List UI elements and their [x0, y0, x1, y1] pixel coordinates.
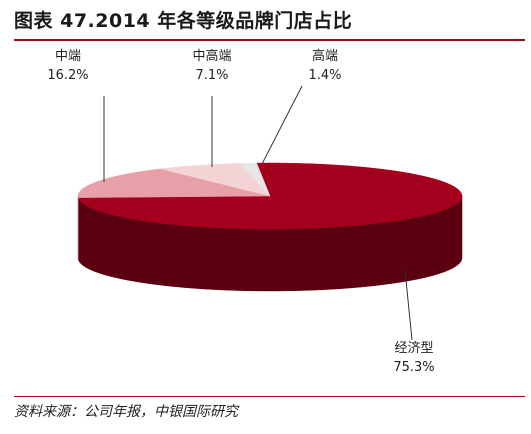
- slice-label-value: 1.4%: [308, 68, 341, 83]
- slice-label-value: 16.2%: [47, 68, 88, 83]
- leader-line-4: [261, 85, 303, 165]
- leader-line-1: [404, 269, 413, 341]
- title-rule: [14, 39, 525, 41]
- pie-slice-2: [77, 168, 271, 198]
- slice-label-name: 中端: [55, 49, 81, 64]
- source-note: 资料来源：公司年报，中银国际研究: [14, 404, 238, 420]
- slice-label-name: 中高端: [192, 48, 231, 64]
- slice-label-value: 75.3%: [393, 360, 434, 375]
- slice-label-name: 经济型: [394, 341, 433, 356]
- source-rule: [14, 396, 525, 397]
- slice-label-value: 7.1%: [195, 68, 228, 83]
- slice-label-name: 高端: [312, 48, 338, 64]
- figure-title: 图表 47.2014 年各等级品牌门店占比: [14, 10, 353, 32]
- pie-slice-4: [239, 162, 271, 197]
